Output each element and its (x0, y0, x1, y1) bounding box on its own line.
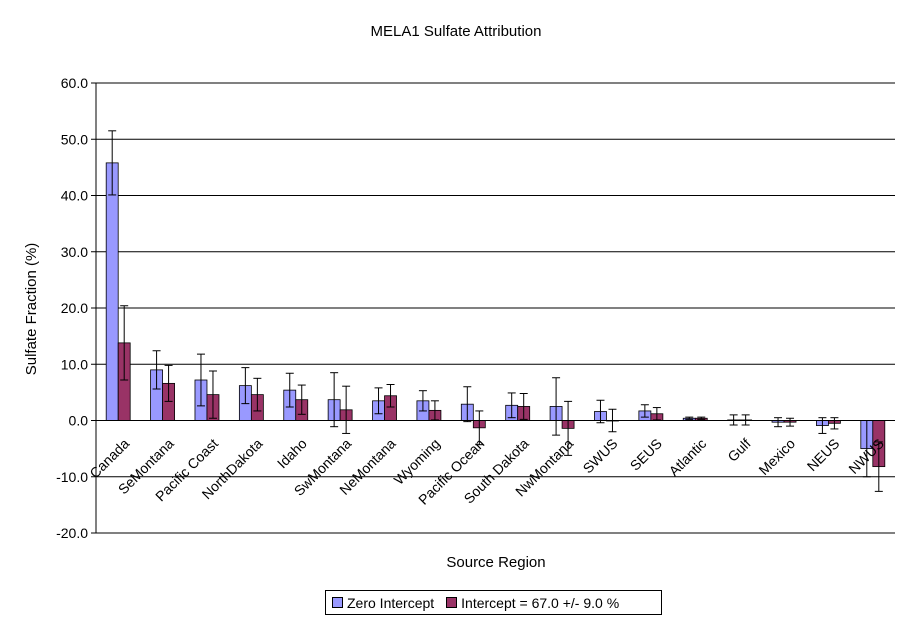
y-axis-label: Sulfate Fraction (%) (23, 243, 40, 376)
y-tick-labels: 60.0 50.0 40.0 30.0 20.0 10.0 0.0 -10.0 -20.0 (56, 75, 88, 541)
y-tick-label: 30.0 (61, 244, 88, 260)
y-tick-label: 10.0 (61, 356, 88, 372)
y-tick-label: 50.0 (61, 131, 88, 147)
legend-item-zero-intercept: Zero Intercept (332, 595, 434, 611)
x-axis-label: Source Region (446, 554, 545, 571)
y-tick-label: 40.0 (61, 188, 88, 204)
x-tick-label: SWUS (580, 435, 621, 476)
bar-zero-intercept (105, 162, 119, 421)
y-tick-label: 20.0 (61, 300, 88, 316)
x-tick-label: SEUS (627, 435, 665, 473)
x-tick-label: Idaho (274, 435, 310, 471)
x-tick-label: NEUS (804, 435, 843, 474)
x-tick-label: Atlantic (666, 435, 710, 479)
y-tick-label: -20.0 (56, 525, 88, 541)
axes (91, 82, 895, 534)
legend-label-zero-intercept: Zero Intercept (347, 594, 435, 611)
legend-swatch-zero-intercept (332, 597, 343, 608)
chart-title: MELA1 Sulfate Attribution (371, 23, 542, 40)
grid-lines (96, 82, 895, 534)
y-tick-label: 60.0 (61, 75, 88, 91)
legend-label-intercept: Intercept = 67.0 +/- 9.0 % (461, 594, 620, 611)
legend-item-intercept: Intercept = 67.0 +/- 9.0 % (446, 595, 619, 611)
legend-swatch-intercept (446, 597, 458, 608)
error-bars (108, 130, 883, 492)
legend: Zero Intercept Intercept = 67.0 +/- 9.0 … (325, 590, 662, 615)
x-tick-label: Gulf (724, 435, 754, 465)
y-tick-label: 0.0 (69, 413, 89, 429)
y-tick-label: -10.0 (56, 469, 88, 485)
x-tick-label: Mexico (755, 435, 798, 478)
bars (105, 162, 886, 468)
